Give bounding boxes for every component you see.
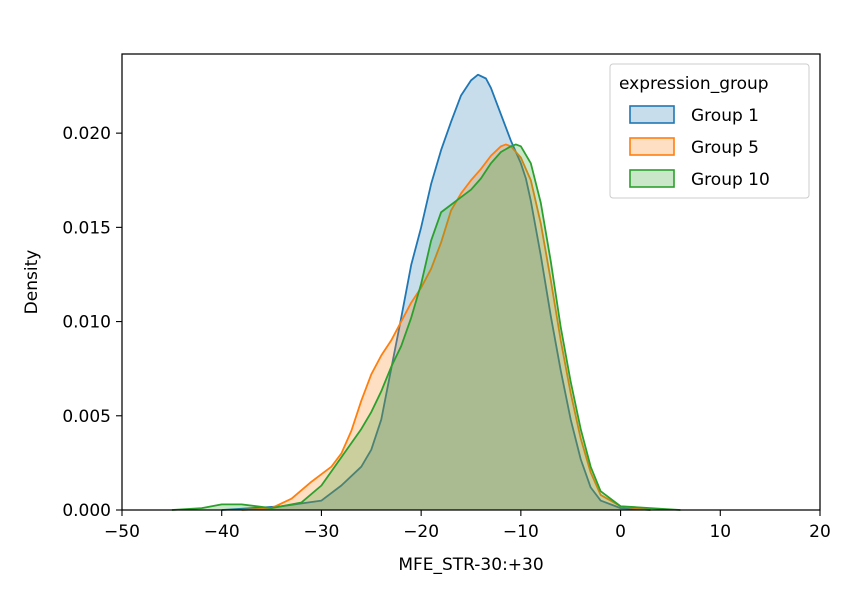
y-axis-title: Density bbox=[22, 250, 42, 315]
x-tick-label: −30 bbox=[303, 522, 339, 542]
group-5-legend-label: Group 5 bbox=[691, 138, 759, 158]
y-tick-label: 0.015 bbox=[62, 218, 111, 238]
group-1-area bbox=[221, 74, 651, 510]
group-1-line bbox=[221, 73, 651, 511]
legend-box bbox=[609, 63, 810, 199]
group-10-legend-swatch bbox=[629, 169, 675, 188]
group-10-line bbox=[171, 143, 681, 511]
y-tick-label: 0.000 bbox=[62, 501, 111, 521]
group-5-area bbox=[241, 144, 651, 510]
plot-frame bbox=[121, 53, 821, 511]
group-5-legend-swatch bbox=[629, 137, 675, 156]
x-tick-label: −10 bbox=[503, 522, 539, 542]
x-tick-label: −50 bbox=[104, 522, 140, 542]
series-layer bbox=[171, 73, 681, 511]
x-axis: −50 −40 −30 −20 −10 0 10 20 bbox=[104, 510, 831, 542]
group-10-area bbox=[171, 144, 681, 510]
group-1-legend-swatch bbox=[629, 105, 675, 124]
x-tick-label: 0 bbox=[615, 522, 626, 542]
x-tick-label: −40 bbox=[204, 522, 240, 542]
legend-title: expression_group bbox=[619, 74, 769, 94]
y-axis: 0.000 0.005 0.010 0.015 0.020 bbox=[62, 124, 122, 521]
group-10-legend-label: Group 10 bbox=[691, 170, 770, 190]
y-tick-label: 0.010 bbox=[62, 313, 111, 333]
x-tick-label: 20 bbox=[809, 522, 831, 542]
y-tick-label: 0.020 bbox=[62, 124, 111, 144]
x-tick-label: 10 bbox=[709, 522, 731, 542]
x-axis-title: MFE_STR-30:+30 bbox=[398, 555, 543, 575]
legend: expression_group Group 1 Group 5 Group 10 bbox=[609, 63, 810, 199]
y-tick-label: 0.005 bbox=[62, 407, 111, 427]
x-tick-label: −20 bbox=[403, 522, 439, 542]
group-1-legend-label: Group 1 bbox=[691, 106, 759, 126]
